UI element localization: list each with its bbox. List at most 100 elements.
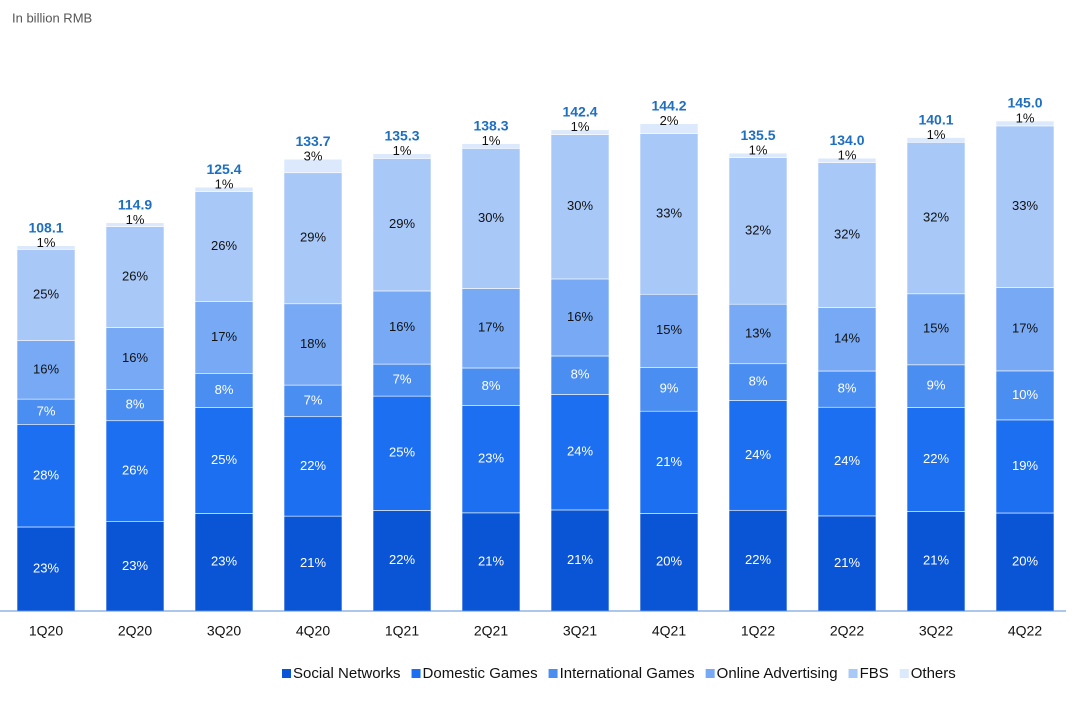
segment-label: 8%	[838, 381, 857, 396]
segment-label: 8%	[126, 397, 145, 412]
bar-segment	[906, 293, 966, 366]
segment-label: 22%	[389, 552, 415, 567]
segment-label: 24%	[745, 447, 771, 462]
total-label: 114.9	[118, 196, 152, 212]
bar-segment	[16, 526, 76, 612]
bar-segment	[639, 133, 699, 295]
total-label: 108.1	[28, 219, 63, 235]
bar-segment	[194, 407, 254, 514]
bar-segment	[194, 301, 254, 374]
segment-label: 8%	[749, 373, 768, 388]
segment-label: 1%	[838, 148, 857, 163]
bar-segment	[817, 307, 877, 372]
bar-segment	[372, 153, 432, 159]
legend-swatch	[282, 669, 291, 678]
total-label: 145.0	[1007, 95, 1042, 111]
segment-label: 16%	[33, 361, 59, 376]
legend-label: Domestic Games	[423, 665, 538, 682]
segment-label: 21%	[834, 555, 860, 570]
bar-segment	[105, 222, 165, 227]
x-tick-label: 3Q20	[207, 623, 241, 639]
bar-segment	[995, 125, 1055, 288]
segment-label: 1%	[927, 127, 946, 142]
segment-label: 28%	[33, 467, 59, 482]
segment-label: 1%	[749, 143, 768, 158]
segment-label: 21%	[656, 454, 682, 469]
segment-label: 13%	[745, 325, 771, 340]
chart-subtitle: In billion RMB	[12, 10, 92, 25]
legend-label: Online Advertising	[717, 665, 838, 682]
bar-segment	[105, 420, 165, 522]
x-tick-label: 4Q20	[296, 623, 330, 639]
segment-label: 20%	[1012, 553, 1038, 568]
legend-swatch	[705, 669, 715, 678]
x-tick-label: 1Q20	[29, 623, 63, 639]
legend-label: FBS	[860, 665, 889, 682]
segment-label: 25%	[211, 452, 237, 467]
segment-label: 17%	[1012, 321, 1038, 336]
segment-label: 30%	[567, 198, 593, 213]
total-label: 134.0	[829, 132, 864, 148]
bar-segment	[372, 290, 432, 365]
segment-label: 23%	[122, 558, 148, 573]
segment-label: 22%	[745, 552, 771, 567]
x-tick-label: 1Q22	[741, 623, 775, 639]
segment-label: 1%	[393, 143, 412, 158]
bar-segment	[194, 191, 254, 302]
segment-label: 22%	[300, 458, 326, 473]
segment-label: 9%	[927, 378, 946, 393]
bar-segment	[283, 158, 343, 174]
segment-label: 1%	[126, 212, 145, 227]
bar-segment	[16, 249, 76, 341]
bar-segment	[728, 509, 788, 612]
segment-label: 17%	[211, 329, 237, 344]
bar-segment	[372, 158, 432, 292]
bar-segment	[283, 172, 343, 305]
segment-label: 29%	[389, 216, 415, 231]
segment-label: 26%	[211, 238, 237, 253]
bar-segment	[461, 405, 521, 514]
bar-segment	[817, 157, 877, 164]
segment-label: 21%	[567, 552, 593, 567]
bar-segment	[906, 407, 966, 512]
x-tick-label: 3Q21	[563, 623, 597, 639]
segment-label: 16%	[567, 309, 593, 324]
total-label: 135.3	[384, 127, 419, 143]
bar-segment	[639, 123, 699, 134]
segment-label: 23%	[478, 451, 504, 466]
bar-segment	[105, 521, 165, 612]
bar-segment	[461, 148, 521, 289]
bar-segment	[995, 419, 1055, 514]
bar-segment	[817, 370, 877, 408]
segment-label: 1%	[482, 133, 501, 148]
total-label: 135.5	[740, 127, 775, 143]
bar-segment	[105, 327, 165, 390]
x-tick-label: 4Q21	[652, 623, 686, 639]
segment-label: 22%	[923, 451, 949, 466]
total-label: 125.4	[206, 161, 241, 177]
segment-label: 30%	[478, 210, 504, 225]
segment-label: 1%	[215, 177, 234, 192]
bar-segment	[16, 245, 76, 250]
total-label: 140.1	[918, 111, 953, 127]
bar-segment	[194, 373, 254, 408]
bar-segment	[906, 364, 966, 408]
bar-segment	[372, 363, 432, 397]
segment-label: 16%	[389, 319, 415, 334]
segment-label: 33%	[656, 205, 682, 220]
bar-segment	[728, 157, 788, 305]
bar-segment	[995, 370, 1055, 421]
legend-swatch	[411, 669, 421, 678]
bar-segment	[906, 511, 966, 612]
bar-segment	[372, 395, 432, 511]
segment-label: 24%	[567, 444, 593, 459]
bar-segment	[550, 509, 610, 612]
x-tick-label: 4Q22	[1008, 623, 1042, 639]
x-tick-label: 3Q22	[919, 623, 953, 639]
bar-segment	[16, 424, 76, 528]
total-label: 144.2	[651, 97, 686, 113]
legend-swatch	[548, 669, 558, 678]
legend-swatch	[899, 669, 909, 678]
bar-segment	[906, 137, 966, 143]
segment-label: 21%	[923, 553, 949, 568]
